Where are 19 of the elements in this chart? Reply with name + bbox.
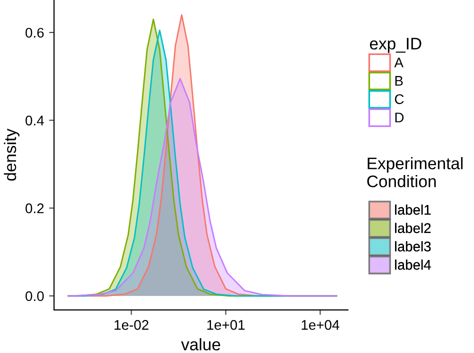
legend-label: D — [395, 112, 404, 122]
y-axis-title: density — [4, 128, 20, 181]
x-tick-label: 1e+04 — [302, 320, 340, 330]
legend-label: B — [395, 76, 403, 86]
y-tick-label: 0.6 — [26, 28, 44, 38]
legend-title: exp_ID — [370, 38, 422, 53]
text: label1 — [395, 204, 431, 215]
y-tick-label: 0.0 — [26, 291, 44, 302]
text: label3 — [395, 241, 431, 252]
legend-label: C — [394, 94, 404, 104]
text: label2 — [395, 222, 431, 234]
legend-label: A — [394, 58, 404, 68]
x-axis-title: value — [181, 338, 220, 350]
x-tick-label: 1e+01 — [207, 320, 245, 330]
text: label4 — [395, 260, 431, 270]
text: Experimental Condition — [367, 157, 463, 188]
y-tick-label: 0.4 — [26, 116, 44, 126]
x-tick-label: 1e-02 — [114, 320, 148, 330]
y-tick-label: 0.2 — [26, 203, 44, 214]
